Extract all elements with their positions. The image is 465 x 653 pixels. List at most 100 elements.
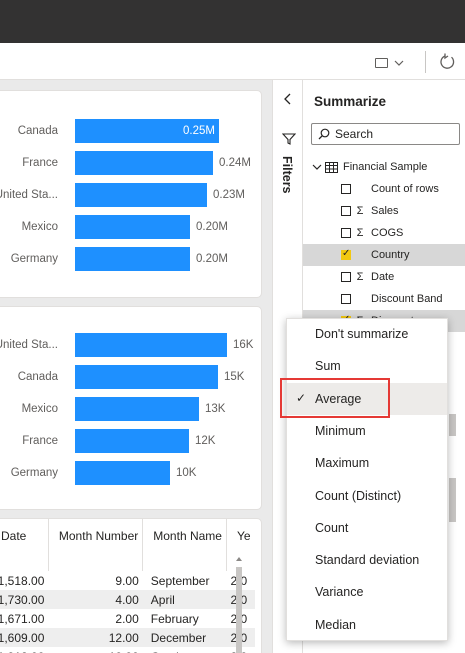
field-label: Sales [371,205,399,217]
chart-row: Mexico 13K [0,397,261,423]
column-header[interactable]: Month Number [48,519,144,571]
table-cell: December [142,628,227,647]
pane-scrollbar-thumb[interactable] [449,478,456,522]
field-item[interactable]: Σ COGS [303,222,465,244]
scroll-up-icon[interactable] [235,555,243,563]
search-input[interactable] [335,127,445,141]
highlight-annotation [280,378,390,418]
field-checkbox[interactable] [341,294,351,304]
bar[interactable] [75,247,190,271]
search-box[interactable] [311,123,460,145]
menu-item[interactable]: Median [287,609,447,641]
table-cell: 41,518.00 [0,573,45,588]
field-checkbox[interactable] [341,228,351,238]
category-label: Mexico [21,221,58,233]
table-name: Financial Sample [343,161,428,173]
menu-item-label: Median [315,617,356,632]
bar[interactable] [75,397,199,421]
chart-row: Canada 0.25M [0,119,261,145]
chart-row: United Sta... 0.23M [0,183,261,209]
chevron-down-icon[interactable] [312,163,322,171]
field-item[interactable]: Country [303,244,465,266]
chevron-left-icon[interactable] [282,92,294,106]
bar[interactable] [75,461,170,485]
table-row[interactable]: 41,518.009.00September2,0 [0,571,255,590]
scrollbar-thumb[interactable] [236,567,242,653]
bar[interactable] [75,429,189,453]
data-label: 12K [195,435,216,447]
menu-item[interactable]: Sum [287,350,447,382]
menu-item-label: Maximum [315,456,370,471]
category-label: France [22,435,58,447]
table-cell: 41,671.00 [0,611,45,626]
field-item[interactable]: Count of rows [303,178,465,200]
field-item[interactable]: Σ Sales [303,200,465,222]
data-table-visual[interactable]: Date Month Number Month Name Ye 41,518.0… [0,518,262,653]
category-label: United Sta... [0,339,58,351]
table-cell: 4.00 [48,590,143,609]
bar[interactable] [75,365,218,389]
chart-row: Canada 15K [0,365,261,391]
data-label: 0.20M [196,253,228,265]
menu-item-label: Standard deviation [315,553,420,568]
chart-row: Germany 10K [0,461,261,487]
table-scrollbar[interactable] [235,555,243,653]
category-label: Mexico [21,403,58,415]
menu-item[interactable]: Count (Distinct) [287,480,447,512]
data-table: Date Month Number Month Name Ye 41,518.0… [0,519,255,653]
field-checkbox[interactable] [341,248,351,260]
bar[interactable] [75,151,213,175]
bar-chart-units-by-country[interactable]: United Sta... 16K Canada 15K Mexico 13K France… [0,306,262,510]
table-row[interactable]: 41,912.0010.00October2,0 [0,647,255,653]
field-checkbox[interactable] [341,272,351,282]
field-checkbox[interactable] [341,206,351,216]
column-header[interactable]: Month Name [142,519,227,571]
table-row[interactable]: 41,671.002.00February2,0 [0,609,255,628]
field-item[interactable]: Discount Band [303,288,465,310]
category-label: France [22,157,58,169]
sigma-icon: Σ [356,271,364,283]
table-node-financial-sample[interactable]: Financial Sample [303,156,465,178]
field-label: Discount Band [371,293,443,305]
menu-item[interactable]: Standard deviation [287,544,447,576]
data-label: 0.25M [183,125,215,137]
report-toolbar [0,43,465,80]
bar[interactable] [75,119,219,143]
toolbar-divider [425,51,426,73]
pane-scroll-fragment [449,414,456,436]
table-cell: 12.00 [48,628,143,647]
bar-chart-sales-by-country[interactable]: Canada 0.25M France 0.24M United Sta... 0.23M… [0,90,262,298]
data-label: 0.24M [219,157,251,169]
menu-item[interactable]: ✓ Average [287,382,447,415]
filters-label[interactable]: Filters [280,156,294,194]
data-label: 15K [224,371,245,383]
chart-row: France 12K [0,429,261,455]
menu-item[interactable]: Maximum [287,447,447,479]
table-cell: 10.00 [48,647,142,653]
category-label: United Sta... [0,189,58,201]
menu-item[interactable]: Minimum [287,415,447,447]
table-cell: February [150,611,199,626]
menu-item[interactable]: Count [287,512,447,544]
summarize-dropdown-menu: Don't summarize Sum ✓ Average Minimum Maximum… [286,318,448,641]
bar[interactable] [75,215,190,239]
table-cell: September [150,573,210,588]
category-label: Germany [10,253,58,265]
menu-item[interactable]: Don't summarize [287,318,447,350]
field-checkbox[interactable] [341,184,351,194]
table-cell: 9.00 [115,573,139,588]
column-header[interactable]: Date [0,519,49,571]
refresh-icon[interactable] [437,52,457,72]
bar[interactable] [75,183,207,207]
bar[interactable] [75,333,227,357]
table-icon [325,161,338,173]
table-row[interactable]: 41,730.004.00April2,0 [0,590,255,609]
menu-item[interactable]: Variance [287,576,447,608]
view-button[interactable] [375,54,413,72]
menu-item-label: Variance [315,585,364,600]
column-header[interactable]: Ye [236,529,251,543]
table-cell: 41,609.00 [0,628,49,647]
category-label: Canada [17,125,58,137]
field-item[interactable]: Σ Date [303,266,465,288]
